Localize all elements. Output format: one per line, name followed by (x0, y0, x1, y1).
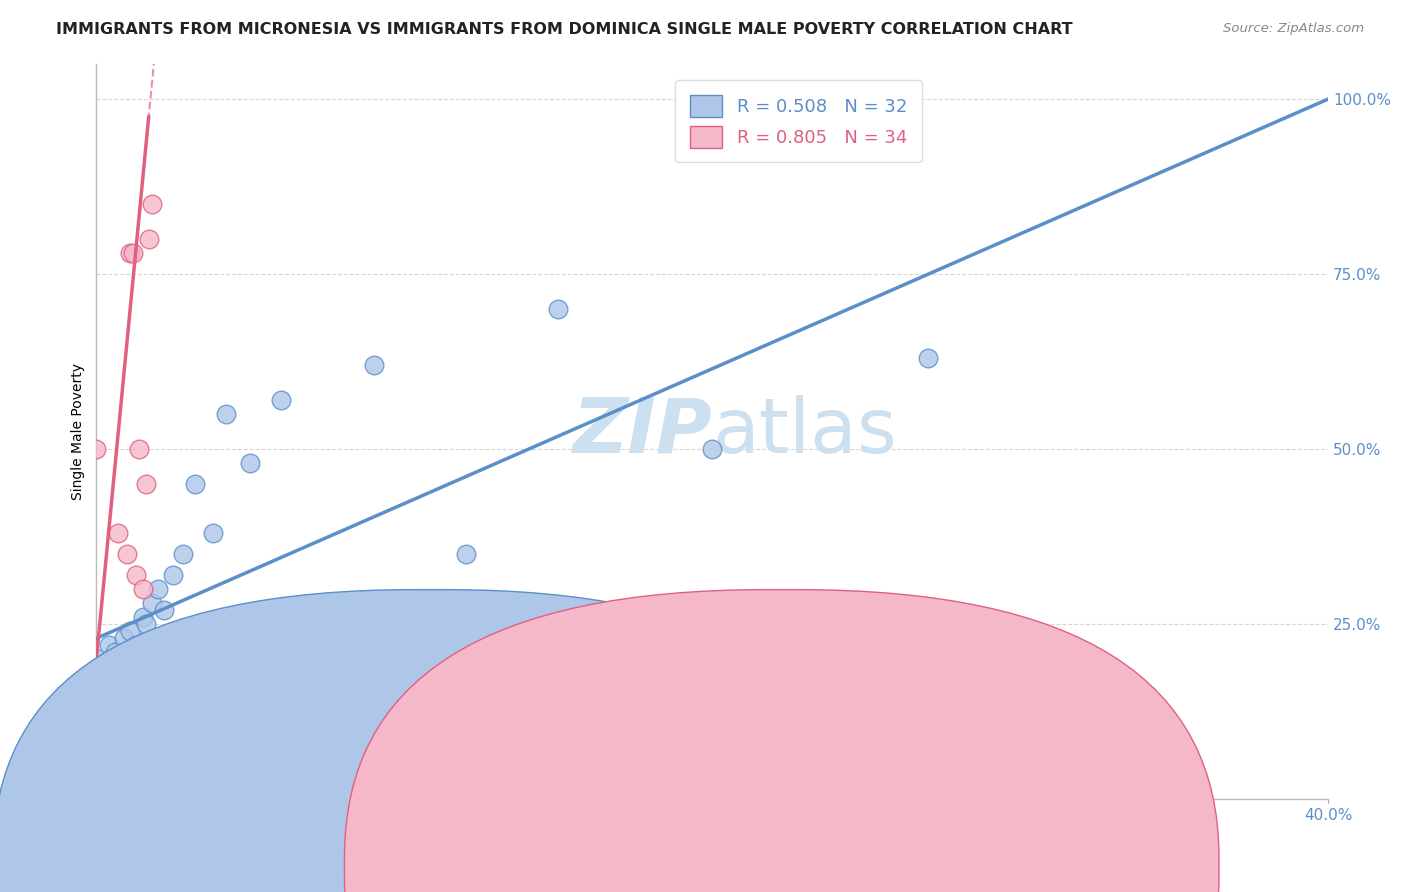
Point (547, 302, 569, 317)
Point (270, 393, 292, 408)
Point (301, 723, 323, 737)
Point (104, 701, 127, 715)
Text: Source: ZipAtlas.com: Source: ZipAtlas.com (1223, 22, 1364, 36)
Point (122, 652, 145, 666)
Point (112, 652, 135, 666)
Point (91, 666, 114, 681)
Point (91, 764, 114, 779)
Text: ZIP: ZIP (572, 395, 713, 469)
Point (162, 568, 184, 582)
Point (131, 610, 153, 624)
Point (702, 442, 724, 457)
Point (104, 736, 127, 750)
Point (120, 624, 142, 639)
Point (120, 246, 142, 260)
Point (94, 673, 117, 688)
Point (115, 547, 138, 561)
Text: Immigrants from Micronesia: Immigrants from Micronesia (450, 861, 665, 875)
Point (107, 694, 129, 708)
Point (97, 639, 120, 653)
Point (125, 568, 148, 582)
Point (115, 673, 138, 688)
Point (100, 715, 122, 730)
Point (135, 477, 157, 491)
Point (131, 582, 153, 597)
Point (184, 477, 207, 491)
Point (97, 708, 120, 723)
Point (97, 730, 120, 744)
Point (100, 743, 122, 757)
Point (202, 526, 225, 541)
Text: Immigrants from Dominica: Immigrants from Dominica (801, 861, 1007, 875)
Point (172, 547, 194, 561)
Point (153, 772, 176, 786)
Point (146, 750, 169, 764)
Point (239, 456, 262, 470)
Point (94, 723, 117, 737)
Legend: R = 0.508   N = 32, R = 0.805   N = 34: R = 0.508 N = 32, R = 0.805 N = 34 (675, 80, 921, 162)
Point (135, 617, 157, 632)
Point (917, 351, 939, 366)
Point (104, 645, 127, 659)
Point (363, 358, 385, 372)
Point (86, 442, 108, 457)
Point (86, 772, 108, 786)
Point (112, 632, 135, 646)
Point (125, 639, 148, 653)
Point (100, 687, 122, 701)
Point (162, 764, 184, 779)
Point (107, 659, 129, 673)
Point (107, 526, 129, 541)
Point (91, 736, 114, 750)
Point (128, 666, 150, 681)
Point (94, 750, 117, 764)
Point (454, 547, 477, 561)
Point (128, 442, 150, 457)
Point (153, 603, 176, 617)
Point (122, 246, 145, 260)
Point (115, 681, 138, 695)
Point (141, 197, 163, 211)
Point (110, 694, 132, 708)
Point (138, 232, 160, 246)
Y-axis label: Single Male Poverty: Single Male Poverty (72, 363, 86, 500)
Text: IMMIGRANTS FROM MICRONESIA VS IMMIGRANTS FROM DOMINICA SINGLE MALE POVERTY CORRE: IMMIGRANTS FROM MICRONESIA VS IMMIGRANTS… (56, 22, 1073, 37)
Point (143, 764, 166, 779)
Point (150, 757, 173, 772)
Point (215, 407, 238, 421)
Text: atlas: atlas (713, 395, 897, 469)
Point (110, 687, 132, 701)
Point (146, 582, 169, 597)
Point (89, 652, 111, 666)
Point (141, 596, 163, 610)
Point (89, 757, 111, 772)
Point (89, 743, 111, 757)
Point (110, 723, 132, 737)
